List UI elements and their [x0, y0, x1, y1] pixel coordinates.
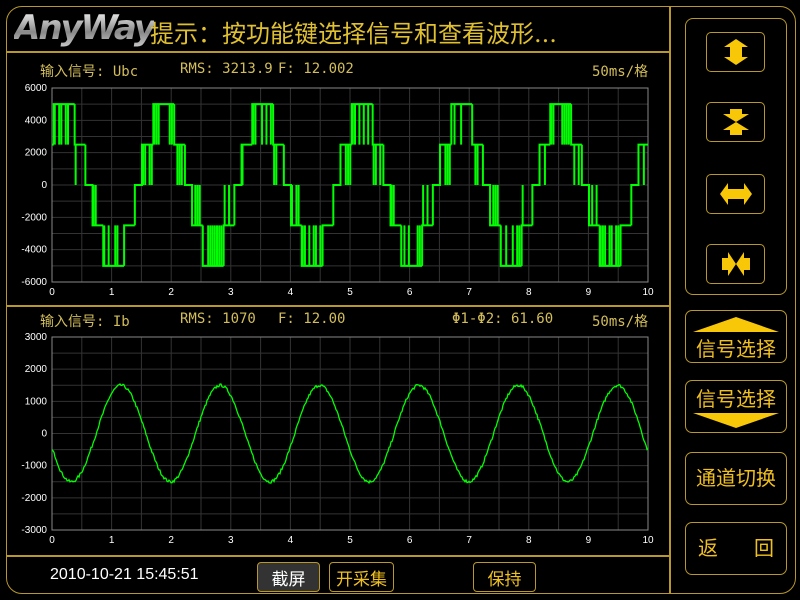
x-tick-label: 9 [586, 287, 592, 298]
x-tick-label: 9 [586, 535, 592, 546]
x-tick-label: 6 [407, 287, 413, 298]
triangle-up-icon [693, 317, 779, 332]
ch2-rms: RMS: 1070 [180, 311, 256, 327]
y-tick-label: -6000 [21, 277, 47, 288]
x-tick-label: 6 [407, 535, 413, 546]
screenshot-button[interactable]: 截屏 [257, 562, 320, 592]
x-tick-label: 0 [49, 287, 55, 298]
ch1-frequency: F: 12.002 [278, 61, 354, 77]
x-tick-label: 8 [526, 535, 532, 546]
ch1-timebase: 50ms/格 [592, 64, 649, 80]
ch1-rms: RMS: 3213.9 [180, 61, 273, 77]
ch1-waveform [52, 103, 648, 267]
right-panel-divider [669, 7, 671, 593]
y-tick-label: 3000 [25, 332, 48, 343]
x-tick-label: 2 [168, 535, 174, 546]
back-label-right: 回 [754, 536, 774, 560]
x-tick-label: 4 [288, 535, 294, 546]
back-label-left: 返 [698, 536, 718, 560]
y-tick-label: 2000 [25, 364, 48, 375]
y-tick-label: -2000 [21, 493, 47, 504]
vertical-compress-icon [722, 109, 749, 135]
horizontal-compress-button[interactable] [706, 244, 765, 284]
y-tick-label: 4000 [25, 115, 48, 126]
x-tick-label: 2 [168, 287, 174, 298]
ch2-waveform [51, 383, 649, 485]
x-tick-label: 5 [347, 287, 353, 298]
zoom-button-group [685, 18, 787, 295]
timestamp: 2010-10-21 15:45:51 [50, 566, 199, 583]
x-tick-label: 1 [109, 287, 115, 298]
ch2-phase: Φ1-Φ2: 61.60 [452, 311, 554, 327]
x-tick-label: 8 [526, 287, 532, 298]
channel-switch-label: 通道切换 [696, 466, 776, 490]
hold-button[interactable]: 保持 [473, 562, 536, 592]
x-tick-label: 3 [228, 535, 234, 546]
x-tick-label: 3 [228, 287, 234, 298]
main-frame [6, 6, 796, 594]
footer-divider [7, 555, 669, 557]
ch2-signal-label: 输入信号: Ib [40, 314, 130, 330]
x-tick-label: 0 [49, 535, 55, 546]
horizontal-compress-icon [721, 252, 750, 276]
signal-select-up-button[interactable]: 信号选择 [685, 310, 787, 363]
vertical-compress-button[interactable] [706, 102, 765, 142]
horizontal-expand-button[interactable] [706, 174, 765, 214]
y-tick-label: 0 [41, 429, 47, 440]
plot-frame [51, 87, 649, 283]
anyway-logo: AnyWay [14, 8, 156, 48]
y-tick-label: -4000 [21, 245, 47, 256]
vertical-expand-button[interactable] [706, 32, 765, 72]
x-tick-label: 1 [109, 535, 115, 546]
x-tick-label: 7 [466, 287, 472, 298]
x-tick-label: 7 [466, 535, 472, 546]
ch2-frequency: F: 12.00 [278, 311, 346, 327]
signal-select-down-button[interactable]: 信号选择 [685, 380, 787, 433]
y-tick-label: -1000 [21, 461, 47, 472]
y-tick-label: 6000 [25, 83, 48, 94]
x-tick-label: 5 [347, 535, 353, 546]
y-tick-label: 2000 [25, 148, 48, 159]
ch1-signal-label: 输入信号: Ubc [40, 64, 139, 80]
title-divider [7, 51, 669, 53]
x-tick-label: 10 [642, 535, 654, 546]
y-tick-label: -2000 [21, 212, 47, 223]
chart-divider [7, 305, 669, 307]
hint-text: 提示：按功能键选择信号和查看波形... [150, 20, 557, 48]
x-tick-label: 10 [642, 287, 654, 298]
triangle-down-icon [693, 413, 779, 428]
start-capture-button[interactable]: 开采集 [329, 562, 394, 592]
y-tick-label: 1000 [25, 396, 48, 407]
signal-select-up-label: 信号选择 [696, 337, 776, 361]
y-tick-label: -3000 [21, 525, 47, 536]
signal-select-down-label: 信号选择 [696, 387, 776, 411]
y-tick-label: 0 [41, 180, 47, 191]
x-tick-label: 4 [288, 287, 294, 298]
vertical-expand-icon [723, 39, 748, 65]
channel-switch-button[interactable]: 通道切换 [685, 452, 787, 505]
back-button[interactable]: 返 回 [685, 522, 787, 575]
horizontal-expand-icon [719, 183, 752, 205]
plot-frame [51, 336, 649, 531]
ch2-timebase: 50ms/格 [592, 314, 649, 330]
